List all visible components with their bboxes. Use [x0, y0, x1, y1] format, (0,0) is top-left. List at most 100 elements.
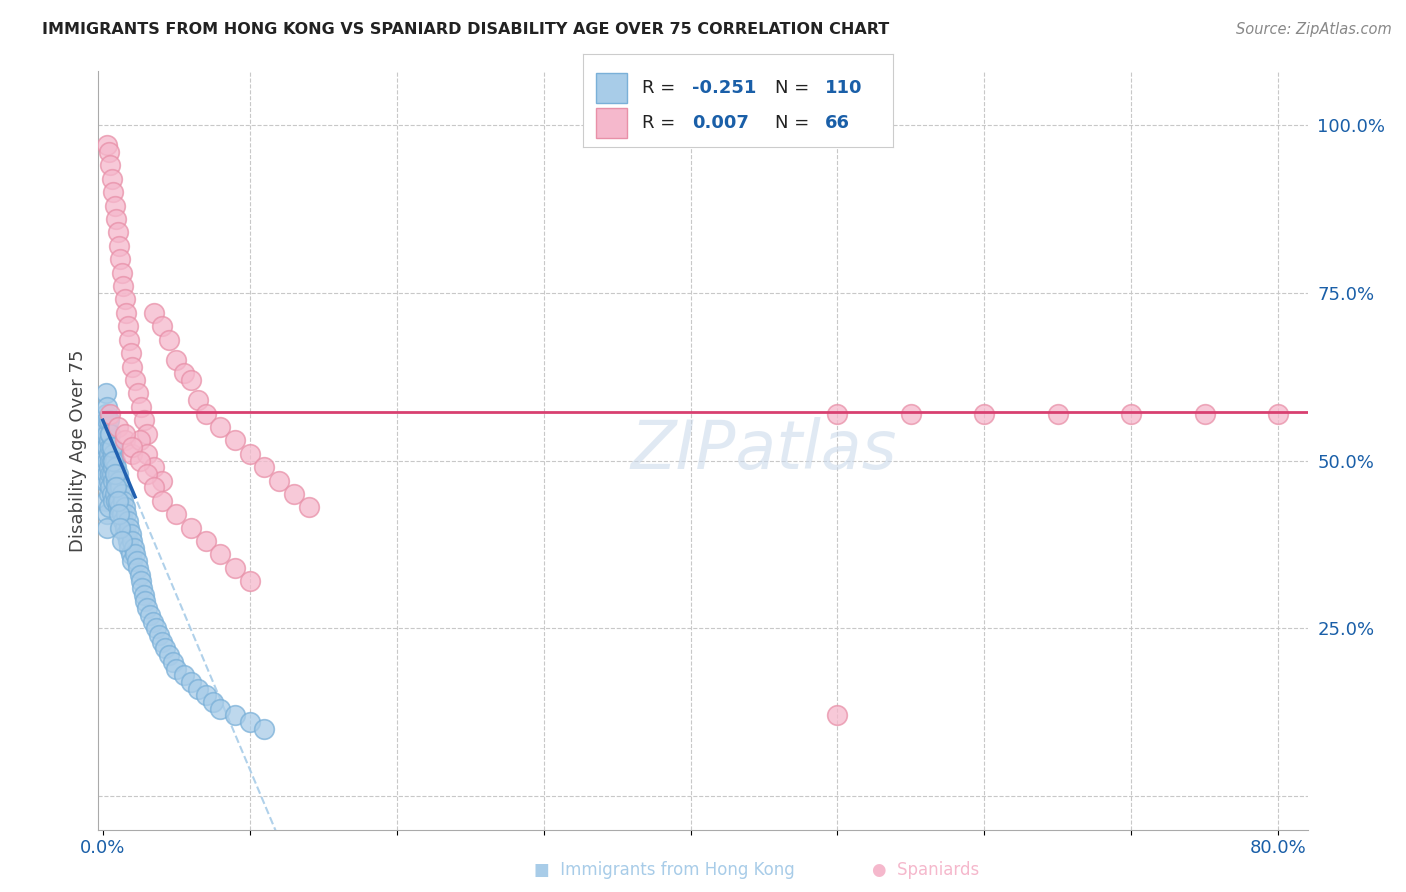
Point: [108, 507, 131, 521]
Point: [118, 521, 141, 535]
Text: Source: ZipAtlas.com: Source: ZipAtlas.com: [1236, 22, 1392, 37]
Point: [96, 426, 118, 441]
Point: [153, 641, 176, 656]
Point: [827, 708, 849, 723]
Point: [827, 407, 849, 421]
Point: [150, 493, 173, 508]
Point: [127, 561, 149, 575]
Point: [103, 487, 125, 501]
Point: [135, 467, 157, 481]
Point: [93, 413, 115, 427]
Text: ZIPatlas: ZIPatlas: [630, 417, 897, 483]
Point: [101, 185, 124, 199]
Text: ●  Spaniards: ● Spaniards: [872, 861, 979, 879]
Point: [143, 306, 166, 320]
Point: [108, 493, 131, 508]
Point: [105, 211, 128, 226]
Point: [209, 548, 232, 562]
Point: [110, 480, 132, 494]
Point: [269, 474, 291, 488]
Point: [94, 434, 117, 448]
Point: [187, 681, 209, 696]
Point: [98, 467, 121, 481]
Point: [124, 548, 146, 562]
Point: [121, 554, 143, 568]
Point: [107, 500, 129, 515]
Point: [93, 474, 115, 488]
Point: [125, 554, 148, 568]
Point: [96, 507, 118, 521]
Point: [1194, 407, 1216, 421]
Point: [103, 198, 125, 212]
Point: [118, 541, 141, 555]
Point: [110, 500, 132, 515]
Point: [148, 628, 170, 642]
Point: [194, 407, 217, 421]
Point: [150, 474, 173, 488]
Point: [96, 467, 118, 481]
Point: [900, 407, 922, 421]
Point: [94, 460, 117, 475]
Point: [142, 615, 165, 629]
Point: [101, 493, 124, 508]
Point: [96, 453, 118, 467]
Point: [114, 293, 136, 307]
Text: R =: R =: [643, 79, 682, 97]
Point: [105, 480, 128, 494]
Point: [194, 534, 217, 549]
Point: [96, 138, 118, 153]
Point: [134, 594, 156, 608]
Point: [105, 460, 128, 475]
Point: [107, 480, 129, 494]
Point: [97, 460, 120, 475]
Point: [112, 493, 135, 508]
Point: [97, 413, 120, 427]
Point: [111, 507, 134, 521]
Point: [224, 561, 246, 575]
Point: [100, 171, 122, 186]
Point: [98, 453, 121, 467]
Point: [108, 474, 131, 488]
Point: [121, 359, 143, 374]
Point: [97, 474, 120, 488]
Point: [162, 655, 184, 669]
Point: [100, 440, 122, 454]
Point: [97, 447, 120, 461]
Point: [110, 521, 132, 535]
Point: [101, 474, 124, 488]
Point: [202, 695, 225, 709]
Point: [105, 474, 128, 488]
Point: [100, 440, 122, 454]
Point: [239, 447, 262, 461]
Point: [209, 702, 232, 716]
Point: [973, 407, 995, 421]
Point: [105, 493, 128, 508]
Point: [173, 668, 195, 682]
Point: [111, 487, 134, 501]
Point: [100, 467, 122, 481]
Point: [93, 440, 115, 454]
Text: -0.251: -0.251: [692, 79, 756, 97]
Point: [94, 447, 117, 461]
Point: [111, 534, 134, 549]
Point: [97, 500, 120, 515]
Point: [111, 266, 134, 280]
Point: [194, 689, 217, 703]
Point: [180, 521, 202, 535]
Point: [132, 588, 155, 602]
Point: [131, 581, 153, 595]
Point: [97, 145, 120, 159]
Text: N =: N =: [775, 114, 815, 132]
Point: [100, 487, 122, 501]
Point: [97, 487, 120, 501]
FancyBboxPatch shape: [596, 73, 627, 103]
Point: [120, 548, 142, 562]
Point: [180, 675, 202, 690]
Point: [110, 252, 132, 267]
Point: [117, 514, 139, 528]
Point: [239, 574, 262, 589]
Text: 66: 66: [825, 114, 849, 132]
Point: [98, 480, 121, 494]
Point: [121, 440, 143, 454]
Point: [98, 158, 121, 172]
